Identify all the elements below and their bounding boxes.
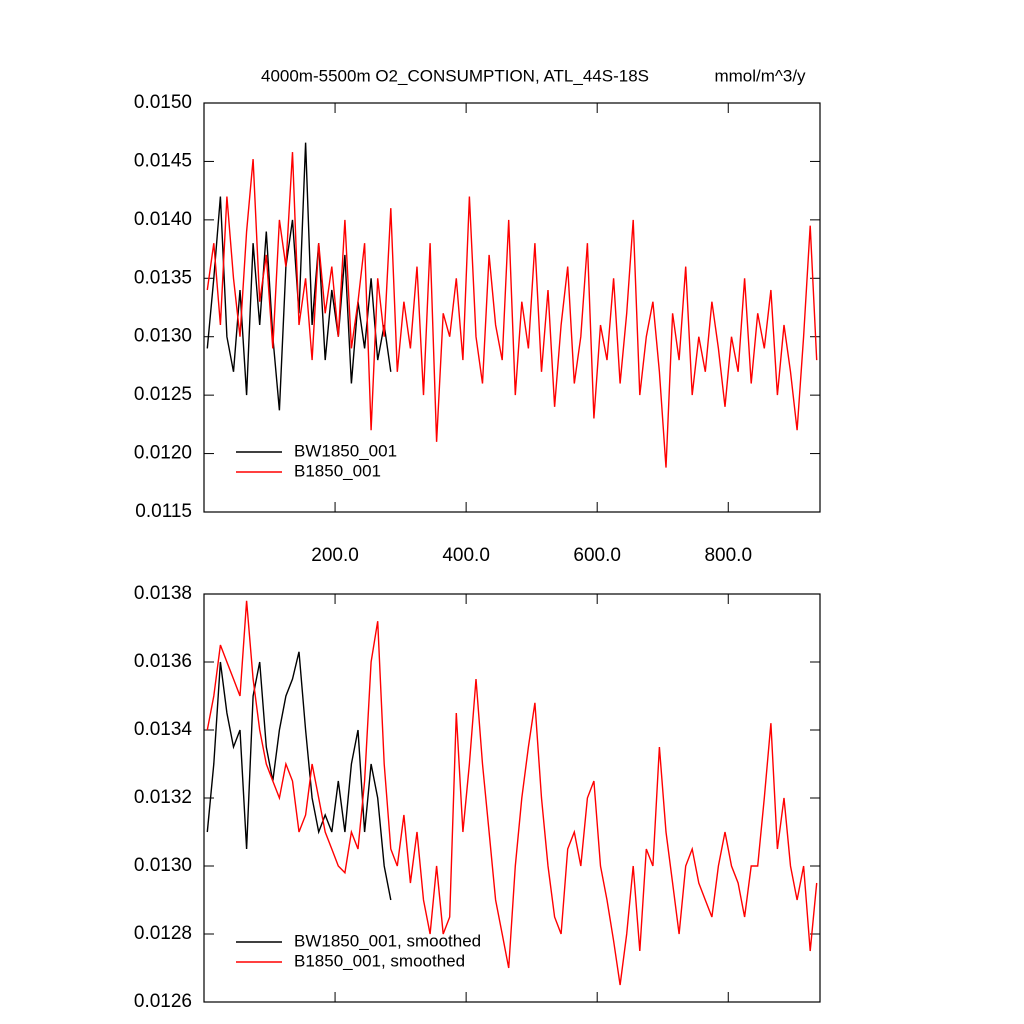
y-tick-label: 0.0138 <box>134 583 192 604</box>
chart-units: mmol/m^3/y <box>714 66 806 85</box>
plot-frame <box>203 102 821 513</box>
x-tick-label: 200.0 <box>311 545 359 566</box>
y-tick-label: 0.0136 <box>134 651 192 672</box>
y-tick-label: 0.0120 <box>134 443 192 464</box>
y-tick-label: 0.0126 <box>134 991 192 1012</box>
series-line <box>206 152 818 468</box>
series-line <box>206 651 392 901</box>
x-tick-label: 800.0 <box>704 545 752 566</box>
y-tick-label: 0.0128 <box>134 923 192 944</box>
y-tick-label: 0.0140 <box>134 209 192 230</box>
y-tick-label: 0.0145 <box>134 150 192 171</box>
legend-label: BW1850_001 <box>294 441 397 460</box>
y-tick-label: 0.0135 <box>134 267 192 288</box>
x-tick-label: 400.0 <box>442 545 490 566</box>
y-tick-label: 0.0130 <box>134 326 192 347</box>
y-tick-label: 0.0134 <box>134 719 193 740</box>
y-tick-label: 0.0125 <box>134 384 192 405</box>
y-tick-label: 0.0115 <box>135 501 192 522</box>
y-tick-label: 0.0150 <box>134 92 192 113</box>
series-line <box>206 142 392 411</box>
chart-title: 4000m-5500m O2_CONSUMPTION, ATL_44S-18S <box>261 66 649 85</box>
legend-label: B1850_001 <box>294 461 381 480</box>
y-tick-label: 0.0132 <box>134 787 192 808</box>
legend-label: BW1850_001, smoothed <box>294 931 481 950</box>
legend-label: B1850_001, smoothed <box>294 951 465 970</box>
y-tick-label: 0.0130 <box>134 855 192 876</box>
series-line <box>206 600 818 986</box>
x-tick-label: 600.0 <box>573 545 621 566</box>
